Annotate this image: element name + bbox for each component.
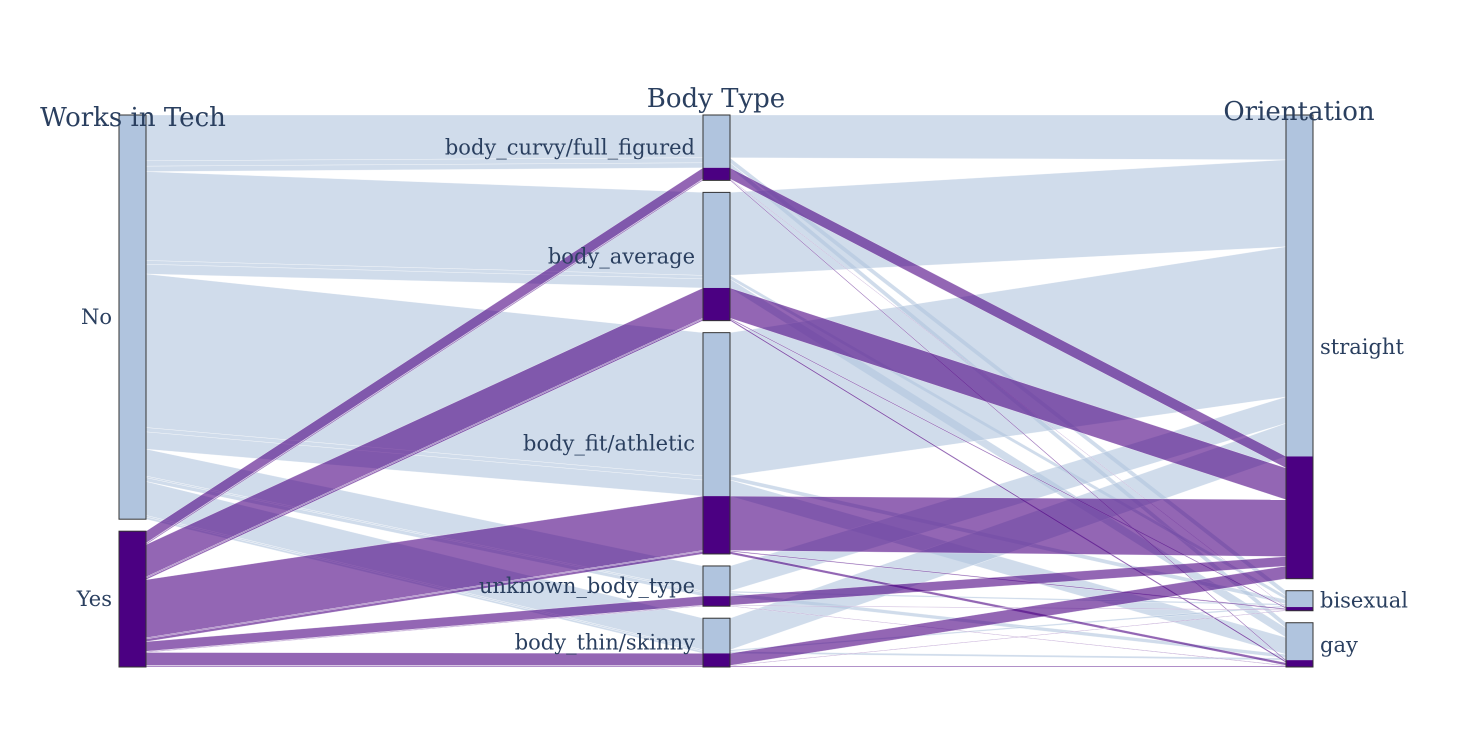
category-label-unknown-body-type: unknown_body_type bbox=[479, 574, 695, 598]
category-bar-body-curvy-full-figured[interactable] bbox=[702, 114, 731, 181]
category-bar-gay[interactable] bbox=[1285, 622, 1314, 668]
category-bar-body-fit-athletic[interactable] bbox=[702, 332, 731, 555]
category-label-body-thin-skinny: body_thin/skinny bbox=[515, 631, 695, 655]
category-label-straight: straight bbox=[1320, 335, 1404, 359]
ribbon-yes-body-fit-athletic-straight-1[interactable] bbox=[729, 495, 1287, 557]
category-label-bisexual: bisexual bbox=[1320, 589, 1408, 613]
bar-segment-body-fit-athletic-no bbox=[703, 332, 730, 497]
bar-segment-straight-yes bbox=[1286, 456, 1313, 579]
bar-segment-body-thin-skinny-yes bbox=[703, 653, 730, 667]
bar-segment-body-thin-skinny-no bbox=[703, 618, 730, 654]
category-bar-bisexual[interactable] bbox=[1285, 590, 1314, 612]
category-bar-body-average[interactable] bbox=[702, 191, 731, 322]
dimension-title-works-in-tech: Works in Tech bbox=[40, 103, 226, 133]
bar-segment-body-curvy-full-figured-no bbox=[703, 115, 730, 168]
category-label-gay: gay bbox=[1320, 633, 1358, 657]
category-label-body-curvy-full-figured: body_curvy/full_figured bbox=[445, 136, 695, 160]
category-label-no: No bbox=[81, 305, 112, 329]
category-label-body-average: body_average bbox=[548, 245, 695, 269]
category-bar-body-thin-skinny[interactable] bbox=[702, 617, 731, 668]
bar-segment-yes-yes bbox=[119, 531, 146, 667]
bar-segment-gay-yes bbox=[1286, 660, 1313, 667]
bar-segment-body-curvy-full-figured-yes bbox=[703, 167, 730, 181]
dimension-title-body-type: Body Type bbox=[647, 84, 785, 114]
category-bar-unknown-body-type[interactable] bbox=[702, 565, 731, 607]
category-bar-no[interactable] bbox=[118, 114, 147, 520]
ribbon-layer bbox=[145, 114, 1287, 668]
bar-segment-gay-no bbox=[1286, 622, 1313, 661]
category-label-body-fit-athletic: body_fit/athletic bbox=[523, 431, 695, 455]
bar-segment-body-fit-athletic-yes bbox=[703, 496, 730, 554]
bar-segment-unknown-body-type-no bbox=[703, 565, 730, 597]
category-bar-yes[interactable] bbox=[118, 530, 147, 668]
bar-segment-unknown-body-type-yes bbox=[703, 596, 730, 607]
category-bar-layer bbox=[118, 114, 1314, 668]
category-label-yes: Yes bbox=[76, 587, 112, 611]
label-layer: Works in Tech No Yes Body Type body_curvy/fu… bbox=[40, 84, 1408, 657]
ribbon-yes-body-thin-skinny-gay-0[interactable] bbox=[145, 665, 704, 668]
bar-segment-straight-no bbox=[1286, 115, 1313, 457]
dimension-title-orientation: Orientation bbox=[1223, 97, 1375, 127]
bar-segment-bisexual-yes bbox=[1286, 607, 1313, 611]
bar-segment-body-average-yes bbox=[703, 287, 730, 321]
ribbon-yes-body-thin-skinny-gay-1[interactable] bbox=[729, 665, 1287, 668]
bar-segment-bisexual-no bbox=[1286, 590, 1313, 608]
category-bar-straight[interactable] bbox=[1285, 114, 1314, 580]
ribbon-no-body-thin-skinny-gay-1[interactable] bbox=[729, 651, 1287, 661]
bar-segment-body-average-no bbox=[703, 192, 730, 288]
bar-segment-no-no bbox=[119, 115, 146, 520]
ribbon-no-body-curvy-full-figured-straight-1[interactable] bbox=[729, 114, 1287, 160]
